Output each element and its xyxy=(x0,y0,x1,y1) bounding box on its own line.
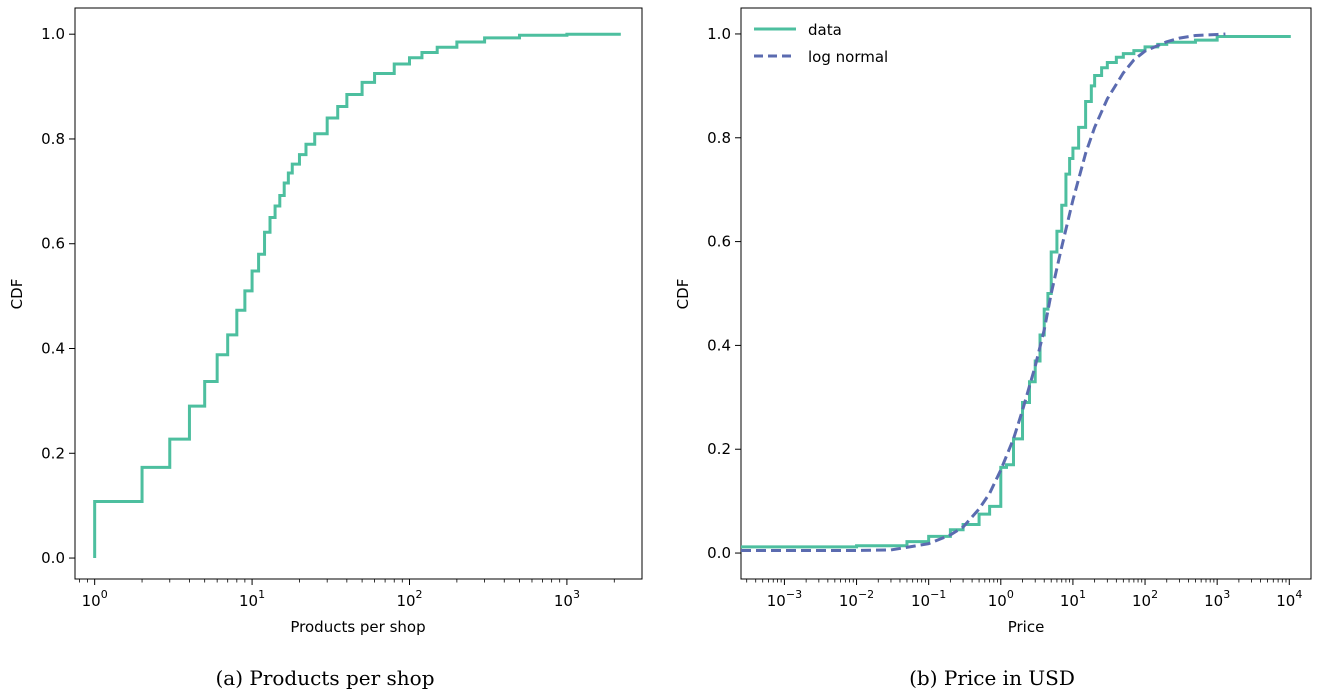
x-tick-label: 103 xyxy=(554,588,580,610)
x-axis-ticks: 10−3 10−2 10−1 100 101 102 103 104 xyxy=(767,579,1302,610)
series-group xyxy=(93,32,621,559)
x-tick-label: 10−1 xyxy=(911,588,946,610)
series-line-data xyxy=(741,34,1291,549)
legend-label-log-normal: log normal xyxy=(808,48,888,66)
y-tick-label: 1.0 xyxy=(41,25,65,43)
y-tick-label: 0.8 xyxy=(707,129,731,147)
x-tick-label: 100 xyxy=(82,588,108,610)
x-axis-label: Products per shop xyxy=(290,618,425,636)
chart-products-per-shop: 100 101 102 103 0.0 0.2 0.4 0.6 0.8 1.0 Products… xyxy=(8,7,643,690)
caption-b: (b) Price in USD xyxy=(909,666,1075,690)
x-tick-label: 102 xyxy=(1132,588,1158,610)
x-tick-label: 102 xyxy=(396,588,422,610)
legend: data log normal xyxy=(754,21,888,66)
plot-frame xyxy=(740,7,1312,580)
legend-label-data: data xyxy=(808,21,842,39)
y-tick-label: 0.8 xyxy=(41,130,65,148)
series-group xyxy=(741,32,1291,552)
x-tick-label: 10−2 xyxy=(839,588,874,610)
x-tick-label: 103 xyxy=(1204,588,1230,610)
y-tick-label: 1.0 xyxy=(707,25,731,43)
y-axis-label: CDF xyxy=(8,279,26,310)
y-tick-label: 0.6 xyxy=(41,235,65,253)
y-tick-label: 0.4 xyxy=(707,336,731,354)
x-tick-label: 100 xyxy=(988,588,1014,610)
y-tick-label: 0.2 xyxy=(707,440,731,458)
caption-a: (a) Products per shop xyxy=(215,666,434,690)
series-line-log-normal xyxy=(741,32,1226,552)
x-tick-label: 10−3 xyxy=(767,588,802,610)
x-tick-label: 104 xyxy=(1276,588,1302,610)
x-axis-label: Price xyxy=(1008,618,1045,636)
plot-frame xyxy=(74,7,643,580)
y-tick-label: 0.2 xyxy=(41,444,65,462)
x-tick-label: 101 xyxy=(1060,588,1086,610)
x-minor-ticks xyxy=(746,579,1287,583)
series-line-data xyxy=(93,32,621,559)
x-minor-ticks xyxy=(79,579,615,583)
y-axis-ticks: 0.0 0.2 0.4 0.6 0.8 1.0 xyxy=(707,25,741,562)
x-axis-ticks: 100 101 102 103 xyxy=(82,579,580,610)
y-tick-label: 0.0 xyxy=(707,544,731,562)
y-axis-label: CDF xyxy=(674,279,692,310)
y-tick-label: 0.6 xyxy=(707,233,731,251)
chart-price-in-usd: 10−3 10−2 10−1 100 101 102 103 104 0.0 0.2 0.4 0.6… xyxy=(674,7,1312,690)
x-tick-label: 101 xyxy=(239,588,265,610)
y-tick-label: 0.4 xyxy=(41,340,65,358)
y-axis-ticks: 0.0 0.2 0.4 0.6 0.8 1.0 xyxy=(41,25,75,567)
y-tick-label: 0.0 xyxy=(41,549,65,567)
